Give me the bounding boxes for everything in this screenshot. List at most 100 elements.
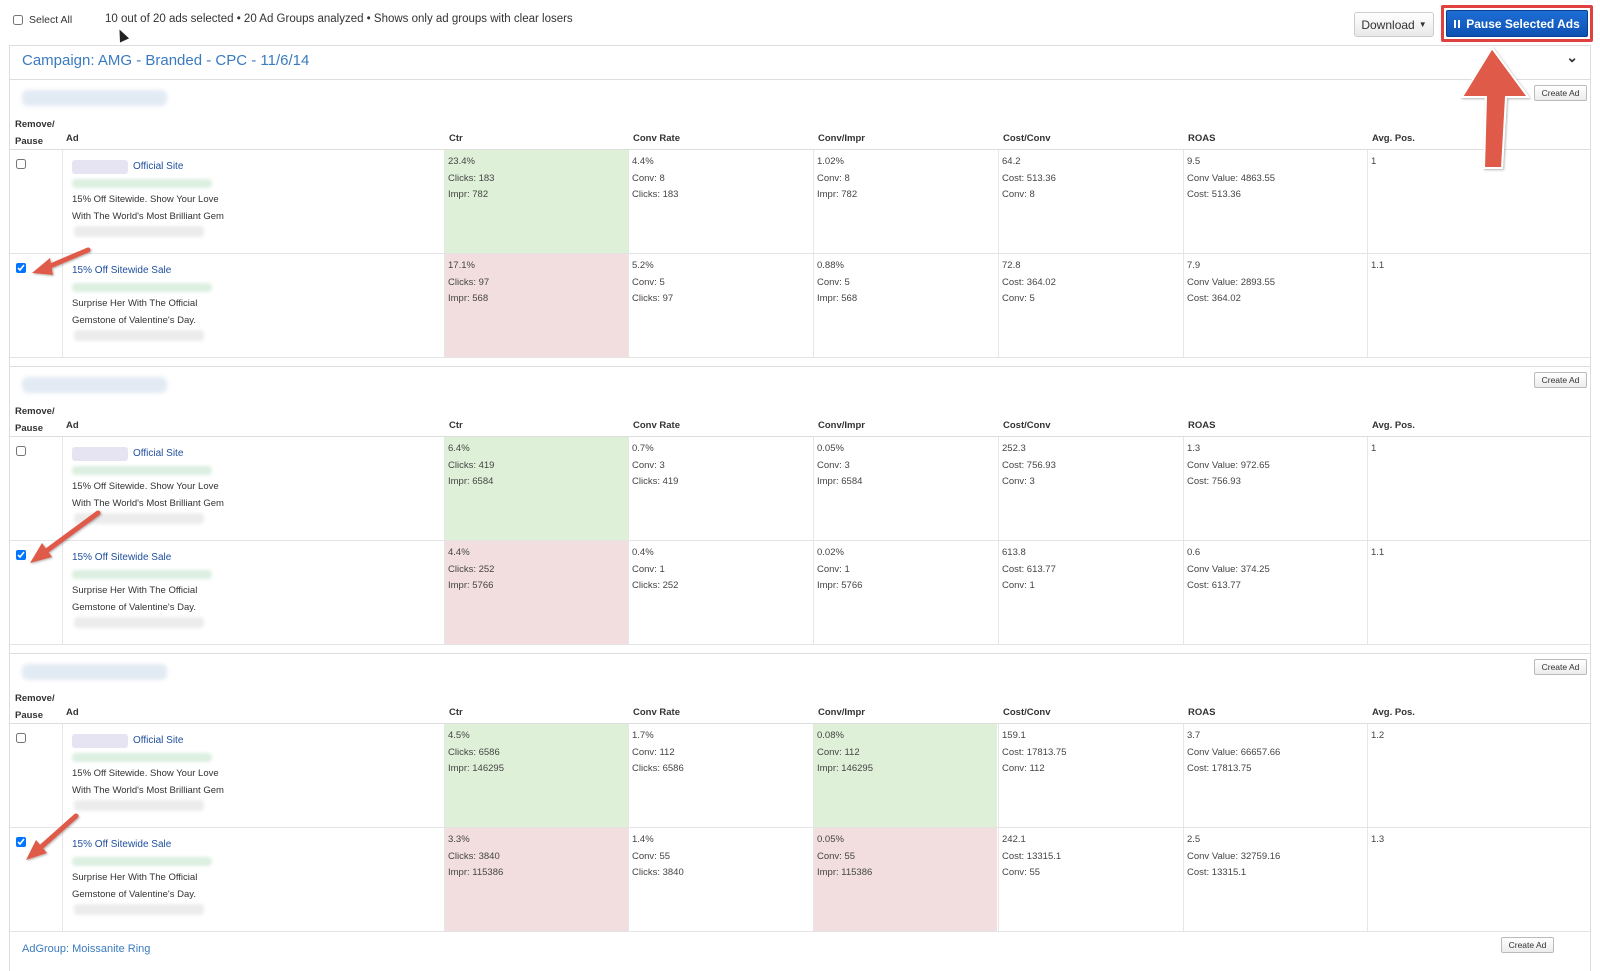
column-header-cost-conv[interactable]: Cost/Conv [1003, 420, 1051, 431]
adgroup-name-redacted [22, 377, 167, 393]
ad-headline-link[interactable]: Official Site [133, 161, 184, 172]
create-ad-button[interactable]: Create Ad [1534, 85, 1587, 101]
column-header-avg-pos[interactable]: Avg. Pos. [1372, 420, 1415, 431]
create-ad-button[interactable]: Create Ad [1534, 372, 1587, 388]
ad-description-line1: 15% Off Sitewide. Show Your Love [72, 194, 219, 205]
metric-line: Conv: 55 [1002, 867, 1041, 878]
metric-line: 0.02% [817, 547, 844, 558]
metric-line: 17.1% [448, 260, 475, 271]
chevron-down-icon[interactable]: ⌄ [1566, 49, 1578, 65]
adgroup: Create Ad Remove/Pause Ad Ctr Conv Rate Conv/… [10, 366, 1590, 648]
metric-line: Impr: 5766 [448, 580, 494, 591]
next-adgroup-link[interactable]: AdGroup: Moissanite Ring [22, 943, 151, 955]
metric-line: Clicks: 183 [448, 172, 495, 184]
metric-line: Impr: 6584 [448, 476, 494, 487]
column-header-conv-impr[interactable]: Conv/Impr [818, 707, 865, 718]
table-row: 15% Off Sitewide Sale Surprise Her With T… [10, 541, 1590, 645]
column-header-roas[interactable]: ROAS [1188, 420, 1216, 431]
column-divider [628, 437, 629, 541]
column-header-conv-rate[interactable]: Conv Rate [633, 133, 680, 144]
metric-cell-conv-impr: 0.02% Conv: 1 Impr: 5766 [813, 541, 997, 645]
ad-description-line1: 15% Off Sitewide. Show Your Love [72, 768, 219, 779]
column-divider [998, 724, 999, 828]
metric-cell-cost-conv: 72.8 Cost: 364.02 Conv: 5 [998, 254, 1182, 358]
ad-description-line1: Surprise Her With The Official [72, 872, 198, 883]
select-all[interactable]: Select All [13, 14, 72, 26]
metric-cell-ctr: 23.4% Clicks: 183 Impr: 782 [444, 150, 628, 254]
metric-line: Cost: 513.36 [1187, 189, 1241, 200]
column-divider [444, 437, 445, 541]
metric-line: Conv Value: 972.65 [1187, 459, 1270, 471]
column-header-remove: Remove/Pause [15, 403, 55, 437]
column-divider [998, 828, 999, 932]
remove-pause-checkbox[interactable] [16, 446, 26, 456]
metric-line: Conv: 55 [817, 850, 856, 862]
metric-line: Clicks: 97 [632, 293, 674, 304]
column-header-cost-conv[interactable]: Cost/Conv [1003, 133, 1051, 144]
column-divider [998, 254, 999, 358]
metric-line: Clicks: 252 [632, 580, 679, 591]
column-header-avg-pos[interactable]: Avg. Pos. [1372, 707, 1415, 718]
ad-headline-link[interactable]: Official Site [133, 448, 184, 459]
pause-selected-ads-button[interactable]: Pause Selected Ads [1446, 10, 1588, 37]
column-header-conv-impr[interactable]: Conv/Impr [818, 133, 865, 144]
metric-cell-roas: 1.3 Conv Value: 972.65 Cost: 756.93 [1183, 437, 1367, 541]
ad-headline-link[interactable]: 15% Off Sitewide Sale [72, 839, 172, 850]
metric-line: Cost: 756.93 [1187, 476, 1241, 487]
campaign-title[interactable]: Campaign: AMG - Branded - CPC - 11/6/14 [22, 52, 310, 69]
metric-cell-conv-rate: 1.7% Conv: 112 Clicks: 6586 [628, 724, 812, 828]
row-divider [10, 827, 1590, 828]
column-header-conv-rate[interactable]: Conv Rate [633, 420, 680, 431]
column-header-avg-pos[interactable]: Avg. Pos. [1372, 133, 1415, 144]
metric-line: Conv Value: 66657.66 [1187, 746, 1281, 758]
metric-line: 1.1 [1371, 260, 1385, 271]
select-all-checkbox[interactable] [13, 15, 23, 25]
column-header-ad: Ad [66, 707, 79, 718]
metric-line: Conv: 8 [817, 172, 850, 184]
remove-pause-checkbox[interactable] [16, 550, 26, 560]
metric-line: Impr: 568 [448, 293, 489, 304]
metric-cell-roas: 7.9 Conv Value: 2893.55 Cost: 364.02 [1183, 254, 1367, 358]
metric-line: 242.1 [1002, 834, 1026, 845]
column-header-roas[interactable]: ROAS [1188, 707, 1216, 718]
column-header-roas[interactable]: ROAS [1188, 133, 1216, 144]
ad-headline-link[interactable]: 15% Off Sitewide Sale [72, 552, 172, 563]
ad-headline-redacted [72, 734, 128, 748]
ad-headline-link[interactable]: 15% Off Sitewide Sale [72, 265, 172, 276]
ad-display-url-redacted [72, 466, 212, 475]
metric-line: Impr: 146295 [817, 763, 873, 774]
ad-extra-redacted [74, 226, 204, 237]
metric-cell-roas: 9.5 Conv Value: 4863.55 Cost: 513.36 [1183, 150, 1367, 254]
download-button[interactable]: Download ▼ [1354, 12, 1434, 37]
column-header-ctr[interactable]: Ctr [449, 420, 463, 431]
metric-line: Conv: 1 [1002, 580, 1035, 591]
create-ad-button[interactable]: Create Ad [1501, 937, 1554, 953]
metric-cell-conv-rate: 0.4% Conv: 1 Clicks: 252 [628, 541, 812, 645]
column-header-remove-line2: Pause [15, 136, 43, 147]
remove-pause-checkbox[interactable] [16, 733, 26, 743]
metric-cell-ctr: 17.1% Clicks: 97 Impr: 568 [444, 254, 628, 358]
metric-line: Conv: 5 [817, 276, 850, 288]
remove-pause-checkbox[interactable] [16, 159, 26, 169]
column-header-remove: Remove/Pause [15, 690, 55, 724]
metric-cell-conv-rate: 0.7% Conv: 3 Clicks: 419 [628, 437, 812, 541]
metric-line: Impr: 782 [817, 189, 858, 200]
metric-line: Conv Value: 4863.55 [1187, 172, 1276, 184]
column-divider [628, 150, 629, 254]
column-header-cost-conv[interactable]: Cost/Conv [1003, 707, 1051, 718]
column-header-ctr[interactable]: Ctr [449, 133, 463, 144]
metric-line: Conv: 112 [1002, 763, 1045, 774]
remove-pause-checkbox[interactable] [16, 263, 26, 273]
remove-pause-checkbox[interactable] [16, 837, 26, 847]
create-ad-button[interactable]: Create Ad [1534, 659, 1587, 675]
column-header-ctr[interactable]: Ctr [449, 707, 463, 718]
column-divider [813, 724, 814, 828]
column-header-remove-line1: Remove/ [15, 406, 55, 417]
column-header-conv-impr[interactable]: Conv/Impr [818, 420, 865, 431]
metric-line: Cost: 364.02 [1002, 276, 1056, 288]
metric-line: 6.4% [448, 443, 470, 454]
metric-line: 1.7% [632, 730, 654, 741]
metric-cell-cost-conv: 252.3 Cost: 756.93 Conv: 3 [998, 437, 1182, 541]
column-header-conv-rate[interactable]: Conv Rate [633, 707, 680, 718]
ad-headline-link[interactable]: Official Site [133, 735, 184, 746]
